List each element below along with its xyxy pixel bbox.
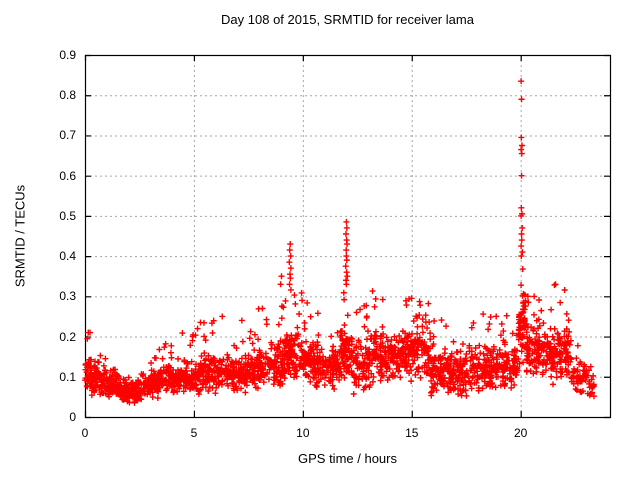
y-tick-label: 0.3 xyxy=(59,289,76,304)
x-tick-label: 0 xyxy=(81,426,89,440)
x-tick-label: 5 xyxy=(190,426,198,440)
chart-title: Day 108 of 2015, SRMTID for receiver lam… xyxy=(221,12,474,27)
x-tick-label: 15 xyxy=(405,426,419,440)
y-tick-label: 0.2 xyxy=(59,329,76,344)
y-tick-label: 0.1 xyxy=(59,369,76,384)
y-tick-label: 0.6 xyxy=(59,168,76,183)
y-tick-label: 0.8 xyxy=(59,88,76,103)
x-tick-label: 20 xyxy=(513,426,528,440)
y-tick-label: 0.7 xyxy=(59,128,76,143)
y-tick-label: 0.9 xyxy=(59,48,76,62)
x-tick-label: 10 xyxy=(296,426,310,440)
y-tick-label: 0.4 xyxy=(59,249,76,264)
y-tick-label: 0 xyxy=(69,410,76,424)
y-tick-label: 0.5 xyxy=(59,208,76,223)
y-axis-title-text: SRMTID / TECUs xyxy=(12,184,28,288)
x-axis-title: GPS time / hours xyxy=(298,451,397,466)
